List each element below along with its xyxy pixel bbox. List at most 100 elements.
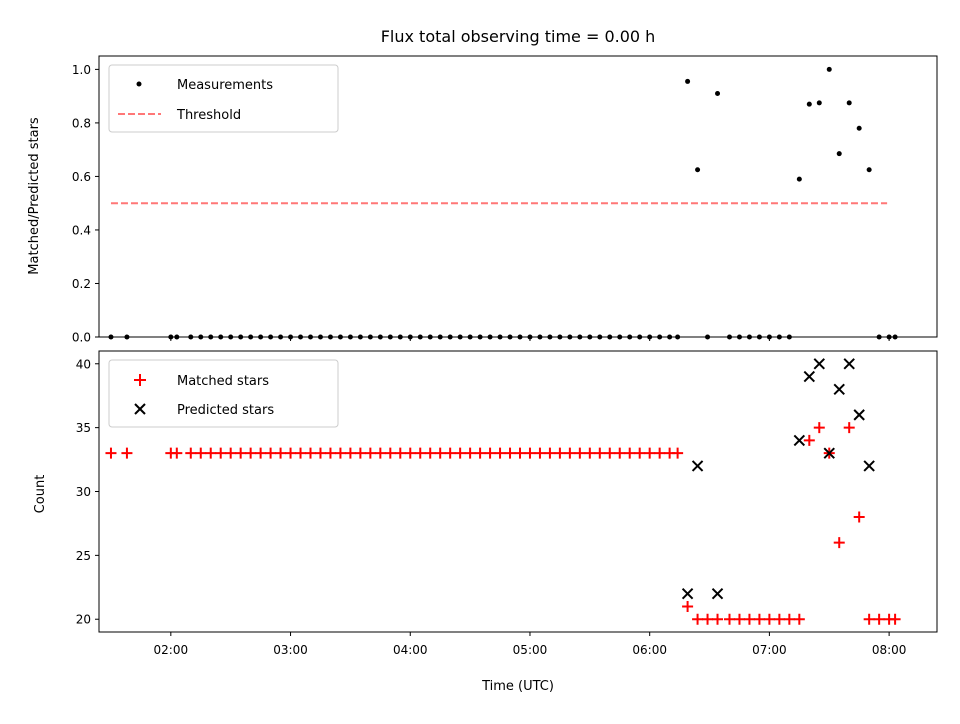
measurements-point [537,334,543,340]
matched-stars-point [753,613,765,625]
measurements-point [726,334,732,340]
matched-stars-point [454,447,466,459]
matched-stars-point [534,447,546,459]
matched-stars-point [364,447,376,459]
matched-stars-point [813,422,825,434]
predicted-stars-point [823,447,835,459]
measurements-point [587,334,593,340]
matched-stars-point [604,447,616,459]
matched-stars-point [889,613,901,625]
matched-stars-point [723,613,735,625]
measurements-point [397,334,403,340]
predicted-stars-point [681,587,694,600]
bottom-y-tick-label: 35 [76,421,91,435]
measurements-point [836,151,842,157]
bottom-y-tick-label: 25 [76,549,91,563]
matched-stars-point [374,447,386,459]
matched-stars-point [873,613,885,625]
matched-stars-point [743,613,755,625]
matched-stars-point [225,447,237,459]
matched-stars-point [414,447,426,459]
bottom-x-axis-label: Time (UTC) [481,679,554,694]
measurements-point [806,101,812,107]
measurements-point [507,334,513,340]
top-x-axis [170,337,890,341]
measurements-point [218,334,224,340]
matched-stars-point [843,422,855,434]
legend-predicted-label: Predicted stars [177,403,274,418]
matched-stars-point [484,447,496,459]
matched-stars-point [654,447,666,459]
measurements-point [278,334,284,340]
matched-stars-point [803,434,815,446]
measurements-point [705,334,711,340]
measurements-point [675,334,681,340]
matched-stars-point [354,447,366,459]
measurements-point [826,66,832,72]
predicted-stars-point [863,460,875,472]
matched-stars-point [793,613,805,625]
bottom-y-tick-label: 30 [76,485,91,499]
matched-stars-point [304,447,316,459]
measurements-point [607,334,613,340]
bottom-x-tick-label: 02:00 [154,643,189,657]
matched-stars-point [245,447,257,459]
bottom-legend: Matched stars Predicted stars [108,359,339,428]
matched-stars-point [614,447,626,459]
top-chart-title: Flux total observing time = 0.00 h [381,27,656,46]
matched-stars-point [692,613,704,625]
matched-stars-point [324,447,336,459]
matched-stars-point [574,447,586,459]
bottom-x-tick-label: 07:00 [752,643,787,657]
matched-stars-point [712,613,724,625]
measurements-point [337,334,343,340]
predicted-stars-point [711,587,724,600]
matched-stars-point [314,447,326,459]
measurements-point [387,334,393,340]
measurements-point [447,334,453,340]
bottom-x-tick-label: 05:00 [513,643,548,657]
matched-stars-point [404,447,416,459]
matched-stars-point [544,447,556,459]
matched-stars-point [524,447,536,459]
matched-stars-point [634,447,646,459]
top-y-tick-label: 0.0 [72,331,91,345]
measurements-point [627,334,633,340]
measurements-point [427,334,433,340]
measurements-point [248,334,254,340]
matched-stars-point [275,447,287,459]
measurements-point [846,100,852,106]
matched-stars-point [121,447,133,459]
measurements-point [856,125,862,131]
bottom-plot-marks [105,358,901,625]
predicted-stars-point [833,383,845,396]
measurements-point [756,334,762,340]
matched-stars-point [464,447,476,459]
measurements-point [258,334,264,340]
predicted-stars-point [813,358,825,370]
measurements-point [198,334,204,340]
matched-stars-point [783,613,795,625]
matched-stars-point [424,447,436,459]
measurements-point [746,334,752,340]
matched-stars-point [171,447,183,459]
top-plot-marks [108,66,898,340]
legend-matched-marker [134,374,146,386]
measurements-point [617,334,623,340]
matched-stars-point [394,447,406,459]
measurements-point [736,334,742,340]
predicted-stars-point [793,434,806,447]
measurements-point [208,334,214,340]
bottom-legend-box [108,359,339,428]
matched-stars-point [334,447,346,459]
measurements-point [298,334,304,340]
matched-stars-point [624,447,636,459]
measurements-point [657,334,663,340]
measurements-point [685,78,691,84]
matched-stars-point [205,447,217,459]
measurements-point [637,334,643,340]
measurements-point [667,334,673,340]
measurements-point [457,334,463,340]
